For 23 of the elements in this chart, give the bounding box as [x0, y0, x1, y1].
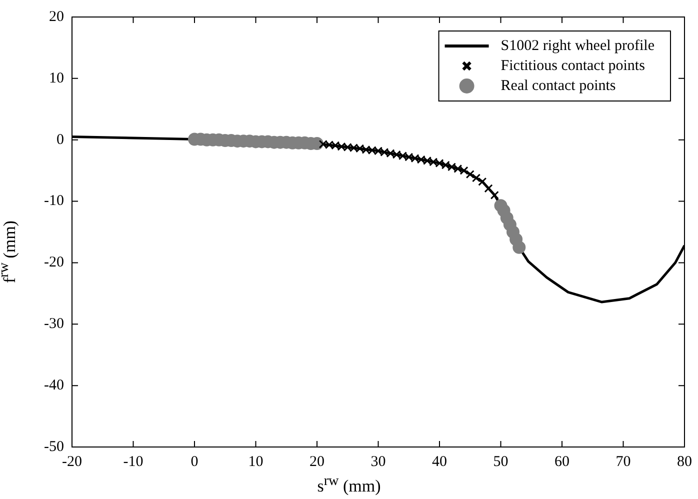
y-tick-label: -30: [44, 316, 64, 332]
x-tick-label: 70: [616, 454, 631, 470]
x-tick-label: 60: [554, 454, 570, 470]
y-tick-label: 10: [48, 70, 64, 86]
x-tick-label: 40: [432, 454, 447, 470]
y-tick-label: -20: [44, 254, 64, 271]
y-tick-label: 0: [56, 132, 64, 148]
legend-label: Real contact points: [500, 78, 616, 94]
legend-label: S1002 right wheel profile: [500, 38, 655, 54]
x-tick-label: 80: [677, 454, 692, 470]
x-tick-label: 50: [493, 454, 508, 470]
x-tick-label: -20: [62, 454, 82, 470]
legend-label: Fictitious contact points: [500, 58, 646, 74]
x-tick-label: 0: [190, 454, 198, 470]
x-axis-title: s$^{rw}$ (mm): [316, 473, 382, 497]
y-tick-label: -40: [44, 378, 64, 394]
y-tick-label: 20: [48, 8, 64, 25]
x-tick-label: 30: [370, 454, 386, 470]
x-tick-label: -10: [123, 454, 144, 470]
x-tick-label: 20: [309, 454, 324, 470]
x-tick-label: 10: [248, 454, 264, 470]
y-tick-label: -10: [44, 193, 64, 210]
y-tick-label: -50: [44, 438, 64, 455]
